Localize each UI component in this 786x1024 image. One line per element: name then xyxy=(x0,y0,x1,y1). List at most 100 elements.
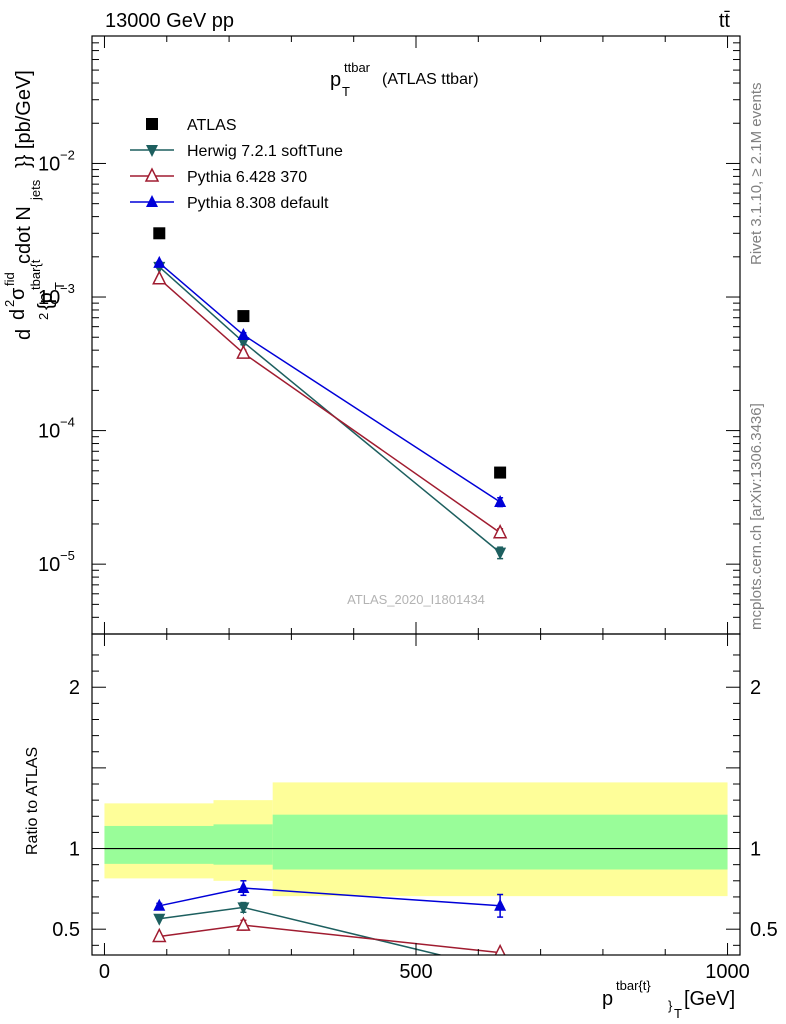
data-point xyxy=(236,344,251,359)
ratio-series-pythia-6-428-370 xyxy=(152,916,506,955)
xlabel-sub: } xyxy=(668,998,673,1013)
legend-marker xyxy=(146,195,158,207)
ylabel-fid: fid xyxy=(2,272,17,286)
series-line xyxy=(158,266,501,554)
main-title-p: p xyxy=(330,69,341,91)
legend-marker xyxy=(146,118,158,130)
series-line xyxy=(158,262,501,503)
data-point xyxy=(494,943,506,955)
ratio-ytick-label-right: 0.5 xyxy=(750,919,778,941)
main-title: p ttbar T (ATLAS ttbar) xyxy=(330,60,479,99)
ratio-ytick-label: 1 xyxy=(69,839,80,861)
ylabel-tbar: tbar{t xyxy=(28,259,43,290)
ytick-base: 10 xyxy=(38,287,60,309)
legend: ATLAS Herwig 7.2.1 softTune Pythia 6.428 3… xyxy=(130,117,343,212)
legend-entry: Pythia 6.428 370 xyxy=(130,167,307,186)
series-line xyxy=(159,924,501,954)
ytick-exp: −4 xyxy=(60,415,75,430)
data-point xyxy=(153,227,166,240)
ratio-xtick-label: 1000 xyxy=(705,961,750,983)
data-point xyxy=(153,255,166,268)
xlabel-p: p xyxy=(602,988,613,1010)
main-title-sub: T xyxy=(342,84,350,99)
ytick-exp: −3 xyxy=(60,281,75,296)
main-ylabel: d d 2 σ fid 2 {p tbar{t T cdot N jets }}… xyxy=(2,70,67,340)
series-line xyxy=(159,906,444,955)
ylabel-sigma: σ xyxy=(7,287,29,300)
mcplots-label: mcplots.cern.ch [arXiv:1306.3436] xyxy=(748,403,765,630)
data-point xyxy=(494,898,507,911)
series-line xyxy=(158,278,501,534)
process-label: tt̄ xyxy=(719,10,731,32)
main-series-herwig-7-2-1-softtune xyxy=(153,261,507,560)
legend-entry: Pythia 8.308 default xyxy=(130,195,329,212)
data-point xyxy=(494,466,507,479)
ratio-xtick-label: 500 xyxy=(399,961,432,983)
data-point xyxy=(236,916,251,931)
main-series-pythia-8-308-default xyxy=(153,255,507,508)
data-point xyxy=(237,310,250,323)
main-ytick-label: 10 −2 xyxy=(38,147,75,175)
data-point xyxy=(492,524,508,539)
ratio-ylabel: Ratio to ATLAS xyxy=(24,747,41,855)
ylabel-T: T xyxy=(52,282,67,290)
legend-label: Pythia 8.308 default xyxy=(187,195,329,212)
main-ytick-label: 10 −5 xyxy=(38,548,75,576)
xlabel-sup: tbar{t} xyxy=(616,978,651,993)
ylabel-d2: d xyxy=(7,309,29,320)
legend-marker xyxy=(146,145,158,157)
ytick-base: 10 xyxy=(38,153,60,175)
ylabel-sq2: 2 xyxy=(36,313,51,320)
main-title-sup: ttbar xyxy=(344,60,371,75)
data-point xyxy=(237,337,250,350)
data-point xyxy=(153,913,166,926)
ratio-ytick-label: 0.5 xyxy=(52,919,80,941)
data-point xyxy=(494,494,507,507)
legend-label: Pythia 6.428 370 xyxy=(187,169,307,186)
ratio-bands xyxy=(104,782,728,897)
ratio-ytick-label: 2 xyxy=(69,677,80,699)
beam-label: 13000 GeV pp xyxy=(105,10,234,32)
ylabel-unit: }} [pb/GeV] xyxy=(13,70,35,168)
ylabel-d1: d xyxy=(13,329,35,340)
data-point xyxy=(152,270,167,285)
data-point xyxy=(237,881,250,894)
ratio-series-pythia-8-308-default xyxy=(153,880,507,918)
rivet-label: Rivet 3.1.10, ≥ 2.1M events xyxy=(748,83,765,266)
main-series-atlas xyxy=(153,227,507,479)
legend-entry: ATLAS xyxy=(146,117,237,134)
ytick-exp: −5 xyxy=(60,548,75,563)
main-panel: 10−510−410−310−2 xyxy=(38,35,741,635)
ylabel-jets: jets xyxy=(28,179,43,201)
data-point xyxy=(153,898,166,911)
data-point xyxy=(494,547,507,560)
legend-entry: Herwig 7.2.1 softTune xyxy=(130,143,343,160)
ylabel-p: {p xyxy=(35,292,57,310)
data-point xyxy=(237,902,250,915)
ratio-series xyxy=(152,880,507,977)
xlabel-unit: [GeV] xyxy=(684,988,735,1010)
inner-band xyxy=(213,824,273,865)
ratio-xtick-label: 0 xyxy=(99,961,110,983)
inner-band xyxy=(104,825,214,864)
ratio-ytick-label-right: 1 xyxy=(750,839,761,861)
xlabel-sub2: T xyxy=(674,1006,682,1021)
main-ytick-label: 10 −3 xyxy=(38,281,75,309)
legend-label: Herwig 7.2.1 softTune xyxy=(187,143,343,160)
legend-marker xyxy=(144,167,160,182)
data-point xyxy=(494,965,506,977)
ratio-series-herwig-7-2-1-softtune xyxy=(153,901,506,977)
main-title-rest: (ATLAS ttbar) xyxy=(382,71,479,88)
inner-band xyxy=(272,814,728,870)
legend-label: ATLAS xyxy=(187,117,237,134)
ytick-base: 10 xyxy=(38,554,60,576)
main-ytick-label: 10 −4 xyxy=(38,415,75,443)
data-point xyxy=(237,327,250,340)
ytick-exp: −2 xyxy=(60,147,75,162)
data-point xyxy=(152,927,167,943)
ytick-base: 10 xyxy=(38,421,60,443)
ylabel-sq1: 2 xyxy=(2,300,17,307)
main-series-pythia-6-428-370 xyxy=(152,270,508,539)
